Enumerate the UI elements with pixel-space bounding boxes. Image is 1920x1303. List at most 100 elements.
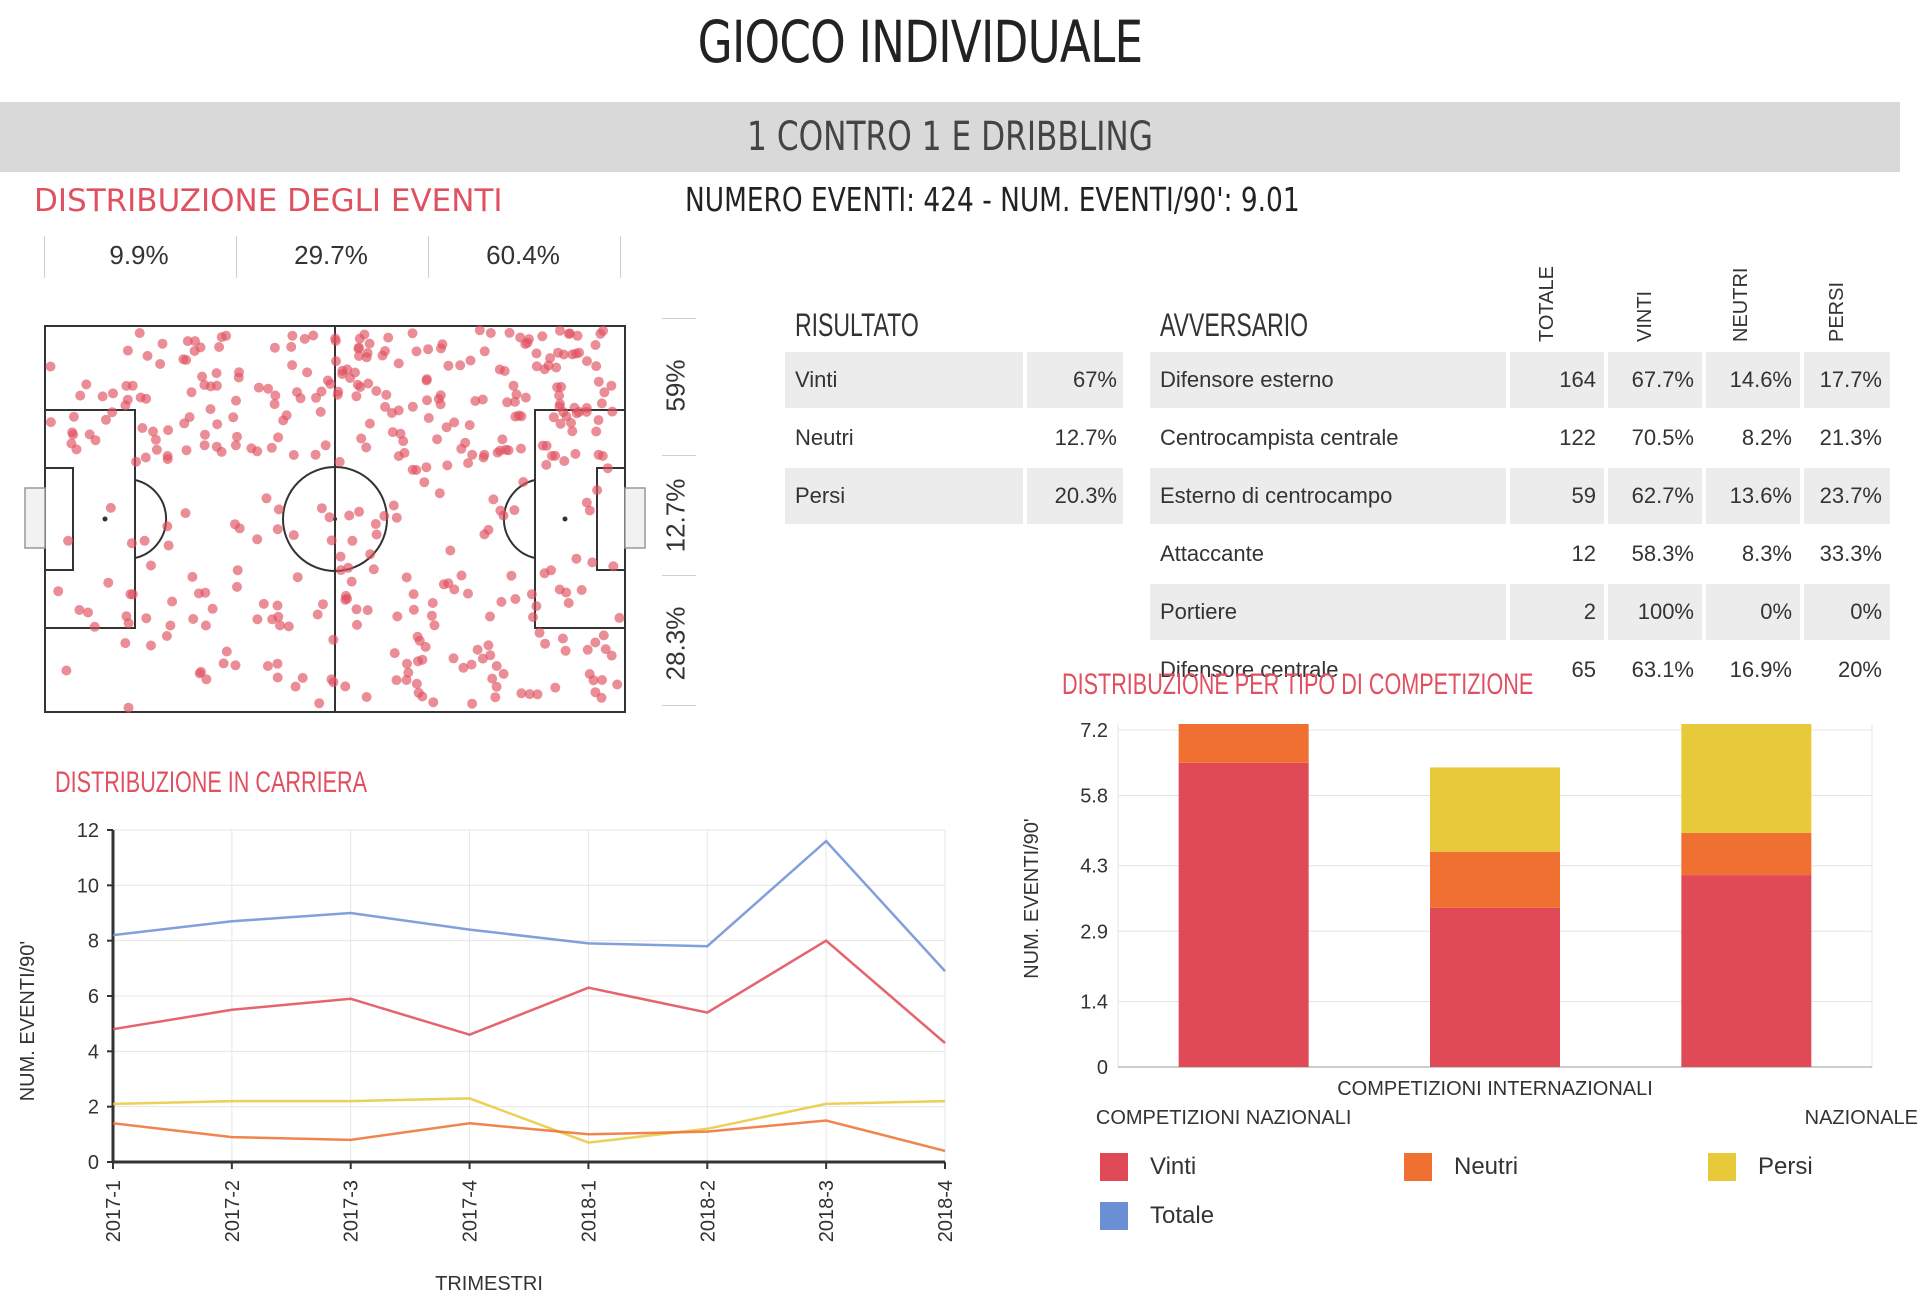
legend-vinti[interactable]: Vinti [1100,1153,1196,1181]
legend-swatch-totale [1100,1202,1128,1230]
event-dot [151,444,162,455]
event-dot [146,560,156,571]
legend-label: Persi [1758,1153,1813,1180]
event-dot [441,422,452,433]
event-dot [340,681,351,692]
event-dot [408,604,419,615]
x-tick-label: 2018-3 [816,1180,838,1242]
opponent-cell-vinti: 67.7% [1608,352,1702,408]
event-dot [108,388,118,399]
event-dot [429,620,440,631]
event-dot [146,640,156,651]
event-dot [379,511,390,521]
event-dot [314,698,325,709]
event-dot [574,406,585,417]
opponent-cell-persi: 0% [1804,584,1890,640]
event-dot [590,637,601,648]
result-value: 12.7% [1054,425,1117,450]
opponent-cell-vinti: 100% [1608,584,1702,640]
opponent-cell-vinti: 62.7% [1608,468,1702,524]
event-dot [53,586,64,597]
zone-separator [620,236,621,278]
y-axis-label: NUM. EVENTI/90' [17,941,39,1102]
event-dot [426,610,437,621]
event-dot [89,621,100,632]
category-label: NAZIONALE [1805,1107,1918,1129]
event-dot [563,598,574,608]
event-dot [352,619,362,630]
event-dot [290,681,301,692]
event-dot [122,394,133,405]
event-dot [163,425,174,436]
event-dot [448,653,459,664]
legend-neutri[interactable]: Neutri [1404,1153,1518,1181]
event-dot [428,697,439,708]
event-dot [526,589,537,600]
event-dot [516,443,526,454]
event-dot [438,579,449,590]
legend-swatch-neutri [1404,1153,1432,1181]
event-dot [181,355,192,365]
opponent-cell-neutri: 0% [1706,584,1800,640]
event-dot [456,570,467,581]
legend-totale[interactable]: Totale [1100,1202,1214,1230]
event-dot [555,325,565,336]
event-dot [515,332,526,343]
bar-segment-neutri [1430,851,1560,908]
event-dot [559,456,570,466]
zone-separator [44,236,45,278]
opponent-cell-totale: 12 [1571,541,1596,566]
event-dot [370,519,381,529]
y-tick-label: 4.3 [1080,856,1108,878]
event-dot [326,535,337,546]
event-dot [363,378,374,389]
opponent-cell-vinti: 70.5% [1631,425,1694,450]
event-dot [324,512,335,523]
event-dot [211,441,222,452]
event-dot [45,417,56,428]
event-dot [231,395,241,406]
legend-persi[interactable]: Persi [1708,1153,1813,1181]
event-dot [230,440,241,451]
event-dot [336,565,346,576]
event-dot [460,437,471,448]
event-dot [232,581,242,592]
event-dot [494,364,505,375]
event-dot [556,381,567,392]
bar-segment-persi [1681,724,1812,833]
event-dot [380,346,390,356]
event-dot [391,675,402,686]
event-dot [509,505,520,516]
event-dot [232,565,243,576]
event-dot [140,452,151,463]
event-dot [555,418,566,429]
event-dot [606,380,617,391]
event-dot [221,646,232,657]
event-dot [467,698,478,709]
legend-swatch-persi [1708,1153,1736,1181]
bar-segment-vinti [1178,762,1309,1067]
event-dot [596,692,607,703]
category-label: COMPETIZIONI INTERNAZIONALI [1337,1078,1653,1100]
event-dot [553,347,563,358]
event-dot [263,383,274,394]
event-dot [266,442,277,453]
side-separator [662,575,696,576]
opponent-cell-label: Portiere [1150,584,1506,640]
event-dot [563,328,574,339]
event-dot [576,585,587,595]
event-dot [45,361,56,372]
event-dot [539,364,550,375]
event-dot [288,530,299,541]
event-dot [412,631,423,642]
event-dot [531,601,542,612]
event-dot [541,459,552,470]
event-dot [479,346,490,357]
event-dot [531,348,542,359]
opponent-cell-label: Attaccante [1160,541,1264,566]
event-dot [402,658,412,669]
x-tick-label: 2017-1 [103,1180,125,1242]
event-dot [509,396,520,407]
result-label: Vinti [785,352,1023,408]
event-dot [383,332,394,343]
